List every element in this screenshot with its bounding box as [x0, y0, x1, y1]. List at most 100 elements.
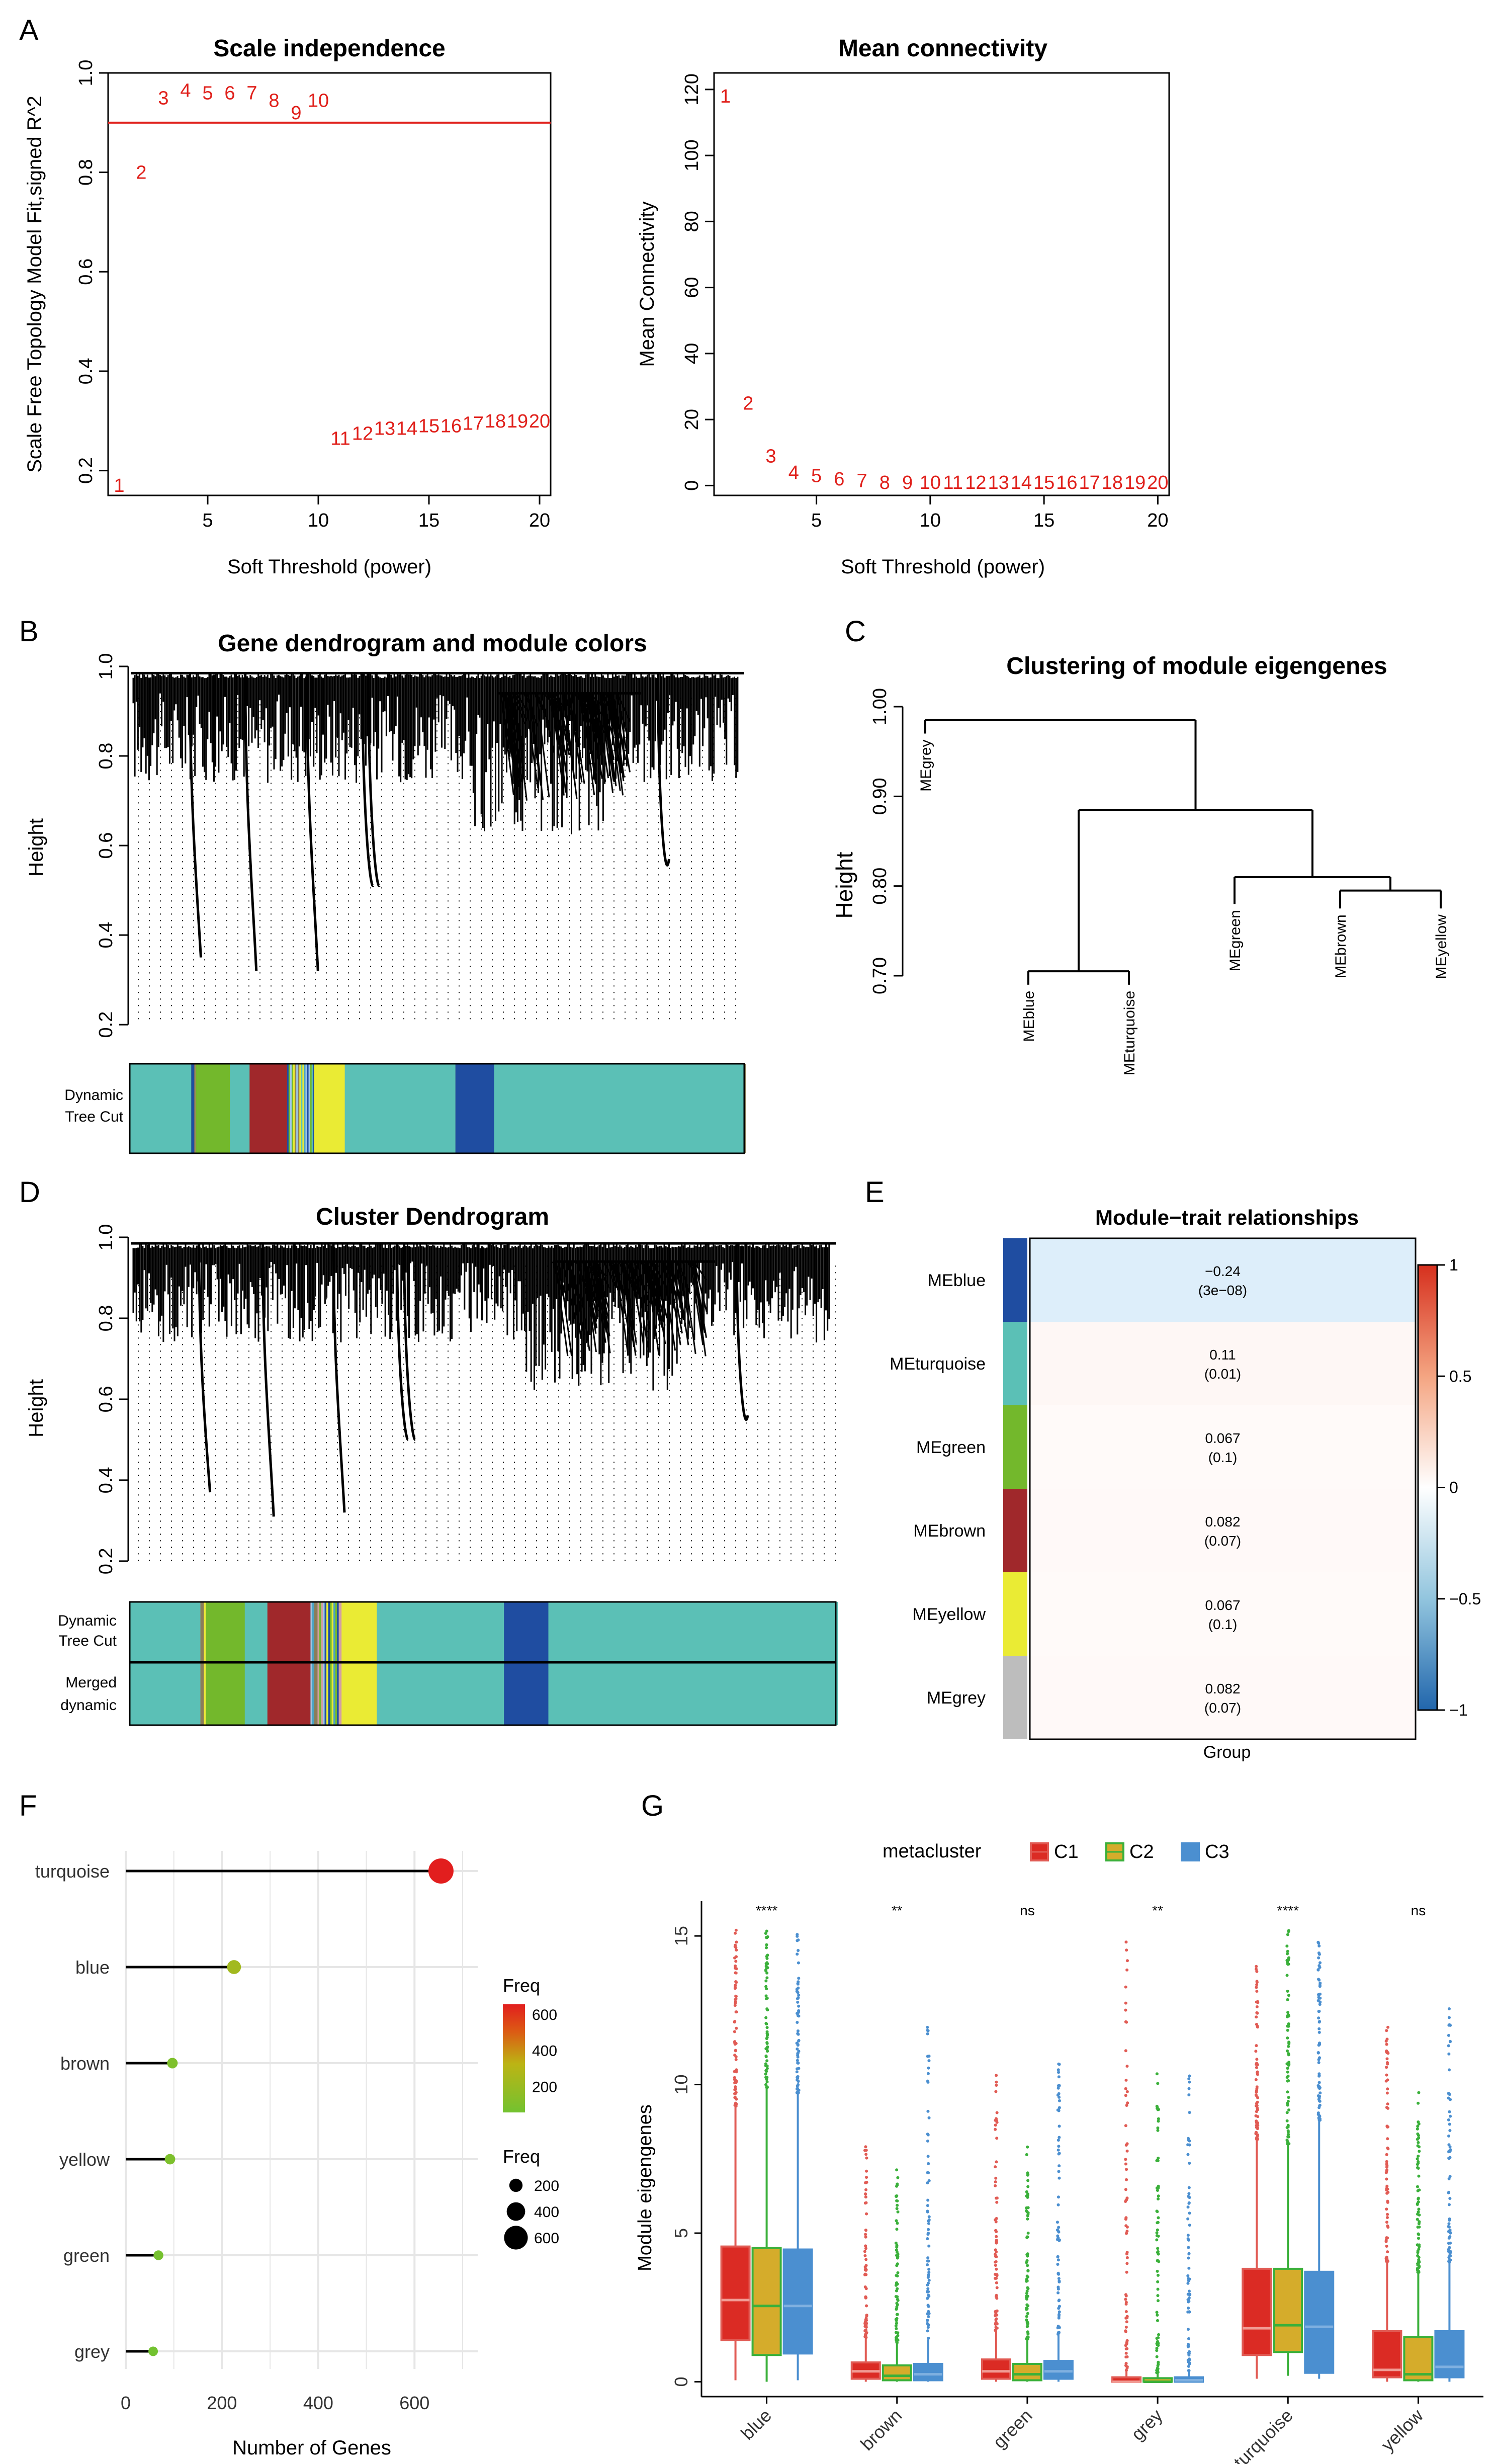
- module-band-turquoise: [494, 1064, 744, 1153]
- colorbar: −1 −0.5 0 0.5 1: [1417, 1256, 1481, 1719]
- x-tick-label: yellow: [1377, 2405, 1427, 2455]
- data-point-label: 7: [246, 83, 257, 104]
- y-tick-label: 0: [671, 2376, 691, 2387]
- y-axis-label: Module eigengenes: [635, 2104, 656, 2271]
- box-C2: [1012, 2363, 1042, 2382]
- x-tick-label: 10: [920, 510, 941, 531]
- plot-frame: [713, 72, 1170, 496]
- legend: Freq 200 400 600 Freq 200 400 600: [503, 1975, 559, 2250]
- grid: [125, 1851, 478, 2369]
- dendrogram: MEgrey MEblue MEturquoise MEgreen MEbrown MEy…: [918, 719, 1450, 1075]
- box-C2: [751, 2247, 782, 2356]
- outlier-points: [926, 2025, 931, 2340]
- color-bar-frame: [129, 1063, 745, 1154]
- data-point-label: 4: [788, 462, 799, 483]
- module-band-green: [196, 1064, 230, 1153]
- significance-label: ns: [1020, 1903, 1035, 1918]
- tree-long-branch: [189, 673, 202, 958]
- data-point-label: 7: [857, 470, 867, 491]
- category-label: grey: [74, 2341, 110, 2362]
- color-stripe: [299, 1064, 301, 1153]
- y-tick-label: 60: [681, 277, 702, 298]
- significance-label: ****: [756, 1903, 778, 1918]
- data-point-label: 5: [811, 466, 822, 487]
- data-point-label: 13: [374, 418, 395, 440]
- heatmap-cell: [1030, 1322, 1416, 1405]
- y-axis-label: Mean Connectivity: [636, 201, 658, 367]
- outlier-points: [1124, 1940, 1129, 2372]
- y-tick-label: 0.80: [869, 868, 891, 905]
- leaf-label: MEyellow: [1433, 914, 1450, 979]
- color-row-label-line1: Dynamic: [64, 1087, 123, 1103]
- tree-branches: [132, 1243, 830, 1391]
- legend-label: C1: [1054, 1841, 1079, 1862]
- significance-label: ****: [1277, 1903, 1299, 1918]
- plot-frame: [107, 72, 552, 496]
- color-stripe: [298, 1064, 300, 1153]
- color-row-label-line1: Dynamic: [58, 1612, 117, 1629]
- tree-long-branch: [367, 673, 381, 887]
- outlier-points: [1447, 2007, 1452, 2264]
- chart-title: Cluster Dendrogram: [316, 1204, 549, 1230]
- row-label: MEblue: [928, 1271, 986, 1290]
- row-label: MEgrey: [927, 1688, 986, 1708]
- x-tick-label: 20: [529, 510, 550, 531]
- box-C2: [1273, 2267, 1303, 2353]
- dendrogram: [131, 671, 744, 1025]
- x-tick-label: 600: [399, 2393, 429, 2413]
- outlier-points: [733, 1928, 738, 2108]
- lollipop-dot: [148, 2346, 158, 2356]
- data-point-label: 18: [485, 411, 506, 432]
- tree-long-branch: [332, 1243, 346, 1513]
- row-color-swatch: [1003, 1405, 1027, 1489]
- y-tick-label: 1.0: [96, 653, 117, 680]
- y-tick-label: 20: [681, 409, 702, 430]
- x-axis: 5 10 15 20: [202, 495, 550, 531]
- significance-label: **: [892, 1903, 903, 1918]
- cell-pvalue: (0.07): [1204, 1533, 1241, 1549]
- colorbar-tick-label: 0.5: [1449, 1367, 1471, 1385]
- data-point-label: 10: [920, 472, 941, 493]
- tree-long-branch: [403, 1243, 417, 1441]
- data-point-label: 17: [1079, 472, 1100, 493]
- data-point-label: 19: [507, 411, 528, 432]
- data-point-label: 3: [158, 88, 168, 109]
- legend-label: C2: [1129, 1841, 1154, 1862]
- outlier-points: [1155, 2072, 1161, 2374]
- legend-size-dot: [506, 2202, 525, 2221]
- color-stripe: [290, 1064, 292, 1153]
- heatmap-frame: [1029, 1237, 1417, 1740]
- heatmap: MEblue −0.24 (3e−08) MEturquoise 0.11 (0.01) M…: [890, 1237, 1417, 1740]
- color-stripe: [193, 1064, 195, 1153]
- module-color-bar: [130, 1064, 746, 1153]
- box-C1: [1242, 2267, 1272, 2356]
- x-tick-label: 15: [418, 510, 439, 531]
- data-point-label: 16: [1056, 472, 1077, 493]
- module-band-yellow: [314, 1064, 345, 1153]
- color-row-label-line4: dynamic: [60, 1697, 117, 1714]
- row-color-swatch: [1003, 1238, 1027, 1322]
- dendrogram: [131, 1242, 836, 1561]
- color-row-label-line2: Tree Cut: [58, 1633, 117, 1649]
- row-label: MEyellow: [913, 1605, 986, 1624]
- data-point-label: 20: [1147, 472, 1168, 493]
- y-tick-label: 0.8: [96, 1305, 117, 1332]
- legend: metacluster C1 C2 C3: [883, 1841, 1229, 1862]
- data-point-label: 16: [441, 416, 462, 437]
- legend-color-tick: 400: [532, 2043, 557, 2060]
- x-tick-label: green: [989, 2405, 1036, 2452]
- y-axis-label: Height: [831, 852, 857, 918]
- heatmap-cell: [1030, 1489, 1416, 1572]
- y-axis-label: Height: [25, 1379, 47, 1437]
- axes: 0 5 10 15 blue **** brown ** green ns grey ** turquo…: [671, 1901, 1483, 2464]
- y-tick-label: 40: [681, 343, 702, 364]
- panel-d-cluster-dendrogram: Cluster Dendrogram 0.2 0.4 0.6 0.8 1.0 Heigh…: [25, 1204, 838, 1726]
- color-stripe: [194, 1064, 196, 1153]
- color-stripe: [302, 1064, 304, 1153]
- data-point-label: 4: [180, 80, 191, 102]
- outlier-points: [1285, 1929, 1291, 2146]
- color-stripe: [191, 1064, 193, 1153]
- color-bar-frame: [129, 1601, 837, 1726]
- y-tick-label: 0.2: [75, 457, 97, 484]
